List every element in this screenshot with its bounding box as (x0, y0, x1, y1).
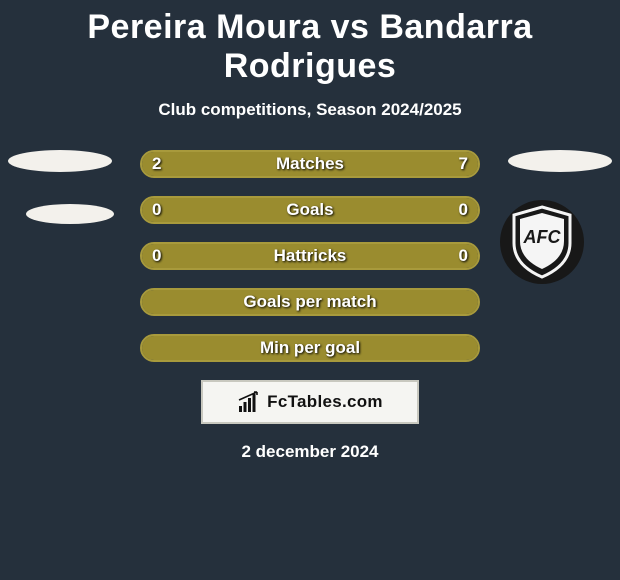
stat-bar: 00Goals (140, 196, 480, 224)
bar-label: Min per goal (142, 336, 478, 360)
club-crest-icon: AFC (508, 205, 576, 279)
bar-label: Goals per match (142, 290, 478, 314)
date-label: 2 december 2024 (0, 442, 620, 462)
page-title: Pereira Moura vs Bandarra Rodrigues (0, 0, 620, 86)
brand-box: FcTables.com (201, 380, 419, 424)
player-right-badge-1 (508, 150, 612, 172)
player-left-badge-1 (8, 150, 112, 172)
bar-label: Hattricks (142, 244, 478, 268)
page-subtitle: Club competitions, Season 2024/2025 (0, 100, 620, 120)
stat-bars: 27Matches 00Goals 00Hattricks Goals per mat… (140, 150, 480, 362)
player-left-badge-2 (26, 204, 114, 224)
stat-bar: Min per goal (140, 334, 480, 362)
bar-label: Goals (142, 198, 478, 222)
bar-label: Matches (142, 152, 478, 176)
svg-text:AFC: AFC (523, 227, 562, 247)
player-right-crest: AFC (500, 200, 584, 284)
stat-bar: 00Hattricks (140, 242, 480, 270)
brand-text: FcTables.com (267, 392, 383, 412)
stat-bar: 27Matches (140, 150, 480, 178)
stat-bar: Goals per match (140, 288, 480, 316)
comparison-content: AFC 27Matches 00Goals 00Hattricks Goals per… (0, 150, 620, 462)
chart-up-icon (237, 390, 261, 414)
